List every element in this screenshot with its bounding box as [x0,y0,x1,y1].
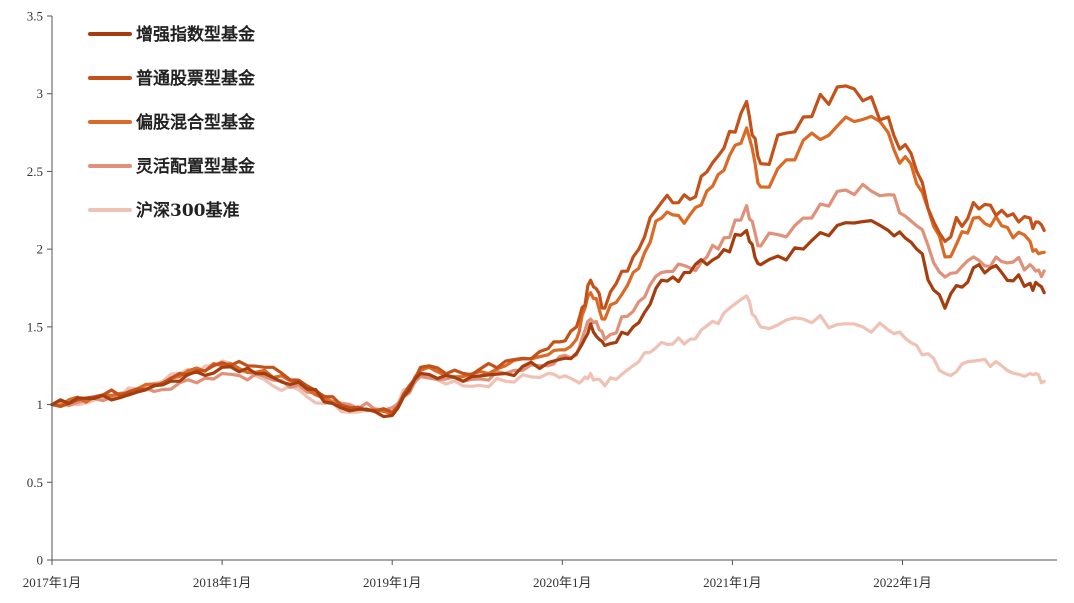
y-tick-label: 0.5 [27,475,43,490]
series-line [50,294,1046,414]
legend-label: 增强指数型基金 [136,24,256,45]
legend-label: 偏股混合型基金 [136,112,256,133]
x-tick-labels: 2017年1月 2018年1月 2019年1月 2020年1月 2021年1月 2022年… [23,560,932,590]
y-tick-label: 1 [37,397,44,412]
x-tick-label: 2019年1月 [363,575,422,590]
series-line [50,114,1046,416]
y-tick-label: 0 [37,553,44,568]
x-tick-label: 2017年1月 [23,575,82,590]
y-tick-label: 2.5 [27,164,43,179]
x-tick-label: 2018年1月 [193,575,252,590]
axes-layer [51,16,1057,561]
x-tick-label: 2021年1月 [703,575,762,590]
series-layer [50,84,1046,419]
series-line [50,219,1046,419]
y-tick-label: 2 [37,242,44,257]
legend-label: 灵活配置型基金 [136,156,256,177]
y-tick-label: 3.5 [27,9,43,24]
x-tick-label: 2020年1月 [533,575,592,590]
series-line [50,84,1046,414]
x-tick-label: 2022年1月 [873,575,932,590]
series-line [50,182,1046,412]
legend-label: 沪深300基准 [136,200,240,221]
legend-label: 普通股票型基金 [136,68,256,89]
y-tick-label: 3 [37,86,44,101]
y-tick-labels: 0 0.5 1 1.5 2 2.5 3 3.5 [27,9,52,568]
y-tick-label: 1.5 [27,319,43,334]
